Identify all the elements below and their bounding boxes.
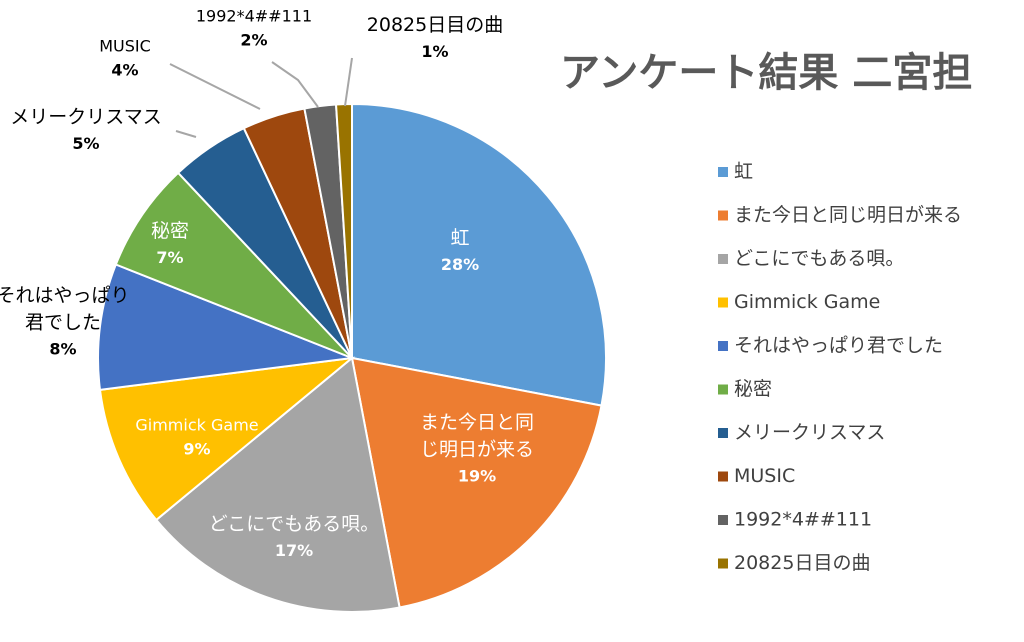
data-label-name: 20825日目の曲	[367, 14, 503, 36]
data-label-percent: 5%	[72, 134, 99, 153]
data-label: 秘密 7%	[151, 220, 189, 267]
data-label-percent: 1%	[421, 42, 448, 61]
data-label: 1992*4##111 2%	[196, 7, 312, 50]
leader-line	[169, 63, 261, 110]
data-label-percent: 9%	[183, 440, 210, 459]
legend-label: それはやっぱり君でした	[734, 335, 943, 357]
pie-slices	[97, 102, 607, 613]
legend-label: Gimmick Game	[734, 291, 880, 313]
leader-line	[175, 130, 197, 138]
data-label: MUSIC 4%	[99, 37, 151, 80]
pie-slice	[114, 171, 353, 359]
leader-line	[344, 57, 353, 107]
legend-swatch	[718, 297, 728, 308]
data-label-percent: 19%	[458, 467, 496, 486]
legend-label: また今日と同じ明日が来る	[734, 204, 962, 226]
leader-lines	[169, 57, 353, 138]
data-label-name: また今日と同	[420, 412, 534, 434]
data-label: それはやっぱり君でした 8%	[0, 285, 130, 359]
data-label: Gimmick Game 9%	[135, 416, 258, 459]
data-label-name: メリークリスマス	[10, 106, 161, 128]
legend-label: 虹	[734, 161, 753, 183]
data-label: 20825日目の曲 1%	[367, 14, 503, 61]
legend-swatch	[718, 254, 728, 264]
legend-swatch	[718, 167, 728, 177]
legend-swatch	[718, 384, 728, 395]
legend-item: どこにでもある唄。	[718, 248, 904, 270]
data-label-name: MUSIC	[99, 37, 151, 56]
legend-item: 20825日目の曲	[718, 552, 870, 574]
legend-item: 秘密	[718, 378, 772, 400]
pie-slice	[350, 356, 603, 609]
data-label-percent: 8%	[49, 340, 76, 359]
data-label-percent: 7%	[156, 248, 183, 267]
pie-slice	[334, 102, 353, 359]
pie-slice	[98, 356, 356, 522]
legend-item: 1992*4##111	[718, 509, 872, 531]
legend-swatch	[718, 471, 728, 482]
legend-swatch	[718, 515, 728, 525]
data-label-percent: 4%	[111, 61, 138, 80]
data-label-name: どこにでもある唄。	[209, 513, 379, 535]
legend-swatch	[718, 428, 728, 438]
pie-slice	[154, 356, 401, 613]
legend-item: また今日と同じ明日が来る	[718, 204, 962, 226]
legend-swatch	[718, 341, 728, 351]
chart-title: アンケート結果 二宮担	[560, 50, 972, 96]
data-label-percent: 28%	[441, 255, 479, 274]
data-label: 虹 28%	[441, 227, 479, 274]
legend-item: 虹	[718, 161, 753, 183]
data-label-name: じ明日が来る	[420, 439, 534, 461]
legend-label: 20825日目の曲	[734, 552, 870, 574]
legend-label: どこにでもある唄。	[734, 248, 904, 270]
legend-item: メリークリスマス	[718, 422, 885, 444]
legend-item: それはやっぱり君でした	[718, 335, 943, 357]
data-label-name: 虹	[450, 227, 469, 249]
pie-slice	[97, 263, 353, 391]
data-label-name: 1992*4##111	[196, 7, 312, 26]
data-label: どこにでもある唄。 17%	[209, 513, 379, 560]
data-labels: 虹 28% また今日と同じ明日が来る 19% どこにでもある唄。 17% Gimmick G…	[0, 7, 534, 561]
legend-item: MUSIC	[718, 465, 795, 487]
data-label: また今日と同じ明日が来る 19%	[420, 412, 534, 486]
pie-slice	[351, 102, 607, 407]
data-label-name: 君でした	[25, 312, 101, 334]
legend-label: 秘密	[734, 378, 772, 400]
legend-item: Gimmick Game	[718, 291, 880, 313]
data-label-name: 秘密	[151, 220, 189, 242]
legend-label: MUSIC	[734, 465, 795, 487]
legend-label: メリークリスマス	[734, 422, 885, 444]
data-label-percent: 2%	[240, 31, 267, 50]
legend-label: 1992*4##111	[734, 509, 872, 531]
leader-line	[271, 61, 319, 108]
legend-swatch	[718, 210, 728, 221]
data-label-name: Gimmick Game	[135, 416, 258, 435]
legend-swatch	[718, 558, 728, 569]
data-label-name: それはやっぱり	[0, 285, 130, 307]
data-label: メリークリスマス 5%	[10, 106, 161, 153]
data-label-percent: 17%	[275, 541, 313, 560]
